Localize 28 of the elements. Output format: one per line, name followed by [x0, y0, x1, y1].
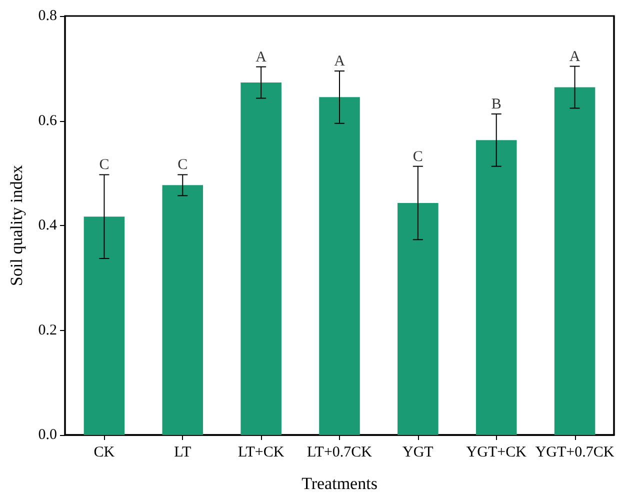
x-tick-label: LT+CK [238, 444, 284, 460]
bar [319, 97, 360, 435]
x-tick-label: YGT [402, 444, 434, 460]
bar [240, 82, 282, 435]
annotation: A [569, 48, 580, 65]
y-tick-label: 0.2 [38, 322, 57, 338]
x-tick-label: YGT+CK [466, 444, 527, 460]
x-tick-label: YGT+0.7CK [535, 444, 614, 460]
y-tick-label: 0.6 [38, 112, 58, 129]
x-tick-label: LT+0.7CK [307, 444, 372, 460]
y-tick-label: 0.0 [38, 427, 57, 443]
annotation: C [99, 157, 110, 174]
bar [476, 140, 517, 435]
bar [554, 87, 596, 435]
bar [162, 185, 204, 435]
bar [84, 216, 125, 435]
annotation: C [412, 148, 423, 165]
y-tick-label: 0.4 [38, 218, 58, 234]
annotation: A [334, 53, 346, 70]
annotation: B [491, 96, 502, 112]
annotation: A [256, 49, 267, 66]
x-tick-label: CK [94, 444, 115, 460]
x-tick-label: LT [174, 444, 192, 460]
y-tick-label: 0.8 [38, 8, 57, 24]
bar [398, 202, 438, 435]
y-axis-title: Soil quality index [7, 164, 26, 286]
annotation: C [178, 157, 188, 174]
x-axis-title: Treatments [302, 474, 378, 493]
